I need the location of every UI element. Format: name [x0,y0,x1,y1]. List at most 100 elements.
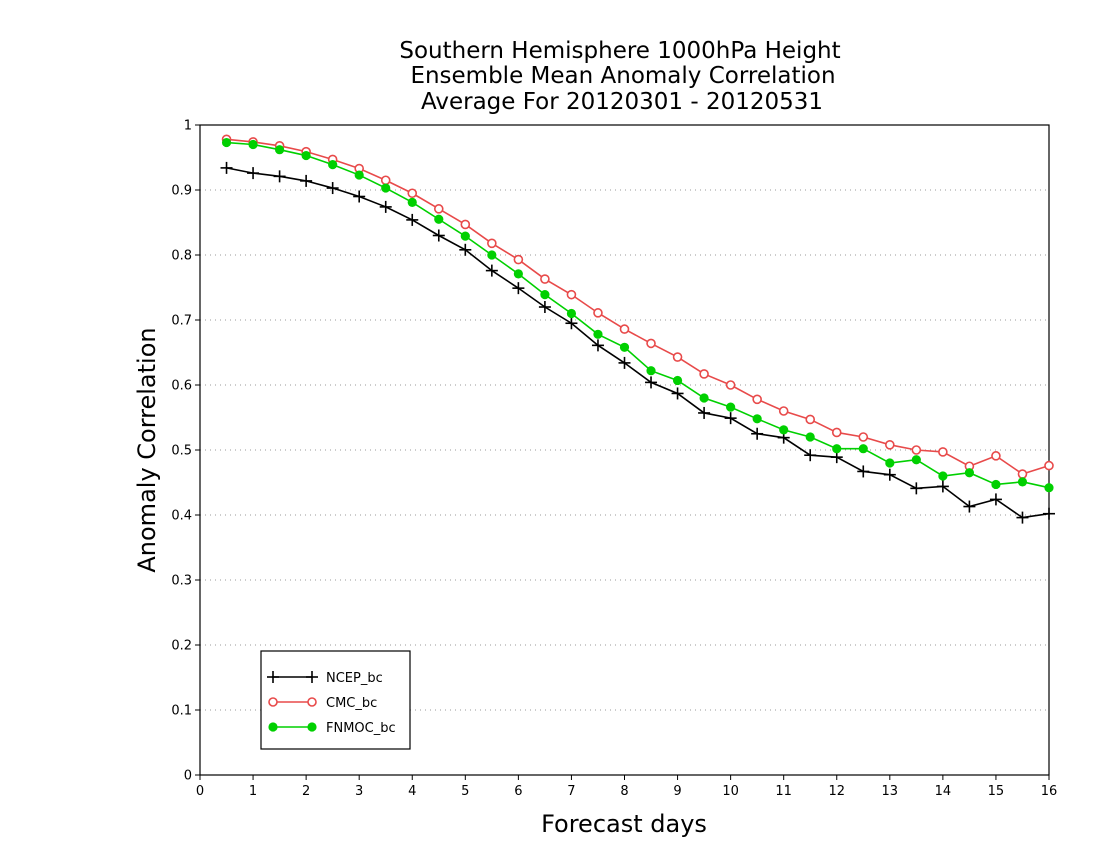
series-layer [220,134,1055,524]
y-tick-label: 0.9 [171,184,192,199]
series-cmc-bc [221,134,1054,479]
x-tick-label: 13 [882,784,899,799]
ncep-bc-point [406,213,419,226]
cmc-bc-point [1044,460,1054,471]
fnmoc-bc-point [752,414,762,424]
ncep-bc-point [618,356,631,369]
fnmoc-bc-point [434,214,444,224]
cmc-bc-point [380,175,391,186]
x-tick-label: 16 [1041,784,1058,799]
series-ncep-bc [220,161,1055,524]
legend-label: NCEP_bc [326,671,383,686]
y-tick-label: 0.8 [171,249,192,264]
fnmoc-bc-point [911,455,921,465]
ncep-bc-point [804,449,817,462]
ncep-bc-point [432,229,445,242]
ncep-bc-point [857,465,870,478]
cmc-bc-point [885,439,895,450]
fnmoc-bc-point [646,366,656,376]
x-tick-label: 15 [988,784,1005,799]
ncep-bc-point [247,167,260,180]
ncep-bc-point [910,482,923,495]
fnmoc-bc-point [779,425,789,435]
cmc-bc-point [513,254,524,265]
fnmoc-bc-point [964,468,975,478]
ncep-bc-point [963,500,976,513]
legend-item-fnmoc-bc: FNMOC_bc [268,721,396,736]
y-tick-label: 0.2 [171,639,192,654]
x-tick-label: 3 [355,784,363,799]
fnmoc-bc-point [1017,477,1028,487]
cmc-bc-point [699,369,709,379]
y-axis-label: Anomaly Correlation [133,327,161,572]
series-line-ncep-bc [226,167,1050,519]
fnmoc-bc-point [1044,483,1054,493]
cmc-bc-point [460,219,471,230]
ncep-bc-point [273,170,286,183]
y-tick-label: 0.7 [171,314,192,329]
x-tick-label: 11 [775,784,792,799]
fnmoc-bc-point [513,269,523,279]
ncep-bc-point [300,174,313,187]
ncep-bc-point [989,493,1002,506]
fnmoc-bc-point [460,231,470,241]
cmc-bc-point [407,188,418,199]
cmc-bc-point [433,204,444,214]
x-tick-label: 8 [620,784,628,799]
fnmoc-bc-point [726,402,736,412]
cmc-bc-point [487,238,497,249]
fnmoc-bc-point [619,342,630,352]
legend-label: CMC_bc [326,696,377,711]
fnmoc-bc-point [487,250,497,260]
series-fnmoc-bc [221,137,1054,493]
x-tick-label: 4 [408,784,416,799]
fnmoc-bc-point [672,375,683,386]
x-tick-label: 14 [935,784,952,799]
cmc-bc-point [778,406,789,416]
legend-label: FNMOC_bc [326,721,396,736]
fnmoc-bc-point [699,393,709,403]
fnmoc-bc-point [805,432,815,442]
legend-fnmoc-bc-point [307,722,317,732]
x-tick-label: 2 [302,784,310,799]
fnmoc-bc-point [938,471,948,481]
ncep-bc-point [724,412,737,425]
legend-fnmoc-bc-point [268,722,278,732]
ncep-bc-point [1016,511,1029,524]
ncep-bc-point [591,339,604,352]
legend-cmc-bc-point [307,697,317,707]
fnmoc-bc-point [407,197,417,207]
cmc-bc-point [619,324,630,334]
ncep-bc-point [512,282,525,295]
ncep-bc-point [326,182,339,195]
legend-ncep-bc-point [267,671,279,683]
cmc-bc-point [805,414,816,425]
ncep-bc-point [645,376,658,389]
x-tick-label: 9 [673,784,681,799]
x-tick-label: 1 [249,784,257,799]
cmc-bc-point [991,451,1001,461]
ncep-bc-point [379,200,392,213]
ncep-bc-point [459,243,472,256]
cmc-bc-point [540,274,550,284]
x-axis: 0 1 2 3 4 5 6 7 8 9 10 11 12 13 14 15 16 [196,775,1057,799]
ncep-bc-point [220,161,233,174]
ncep-bc-point [671,387,684,400]
cmc-bc-point [831,427,842,438]
chart-title: Southern Hemisphere 1000hPa Height Ensem… [399,38,840,115]
legend-item-ncep-bc: NCEP_bc [267,671,383,686]
cmc-bc-point [672,352,683,362]
y-tick-label: 0.3 [171,574,192,589]
x-axis-label: Forecast days [541,810,707,838]
fnmoc-bc-point [301,150,311,161]
cmc-bc-point [911,445,922,455]
ncep-bc-point [1043,507,1055,520]
fnmoc-bc-point [274,145,285,155]
y-tick-label: 0.6 [171,379,192,394]
x-tick-label: 12 [828,784,845,799]
fnmoc-bc-point [593,329,603,339]
ncep-bc-point [698,406,711,419]
x-tick-label: 0 [196,784,204,799]
ncep-bc-point [883,468,896,481]
